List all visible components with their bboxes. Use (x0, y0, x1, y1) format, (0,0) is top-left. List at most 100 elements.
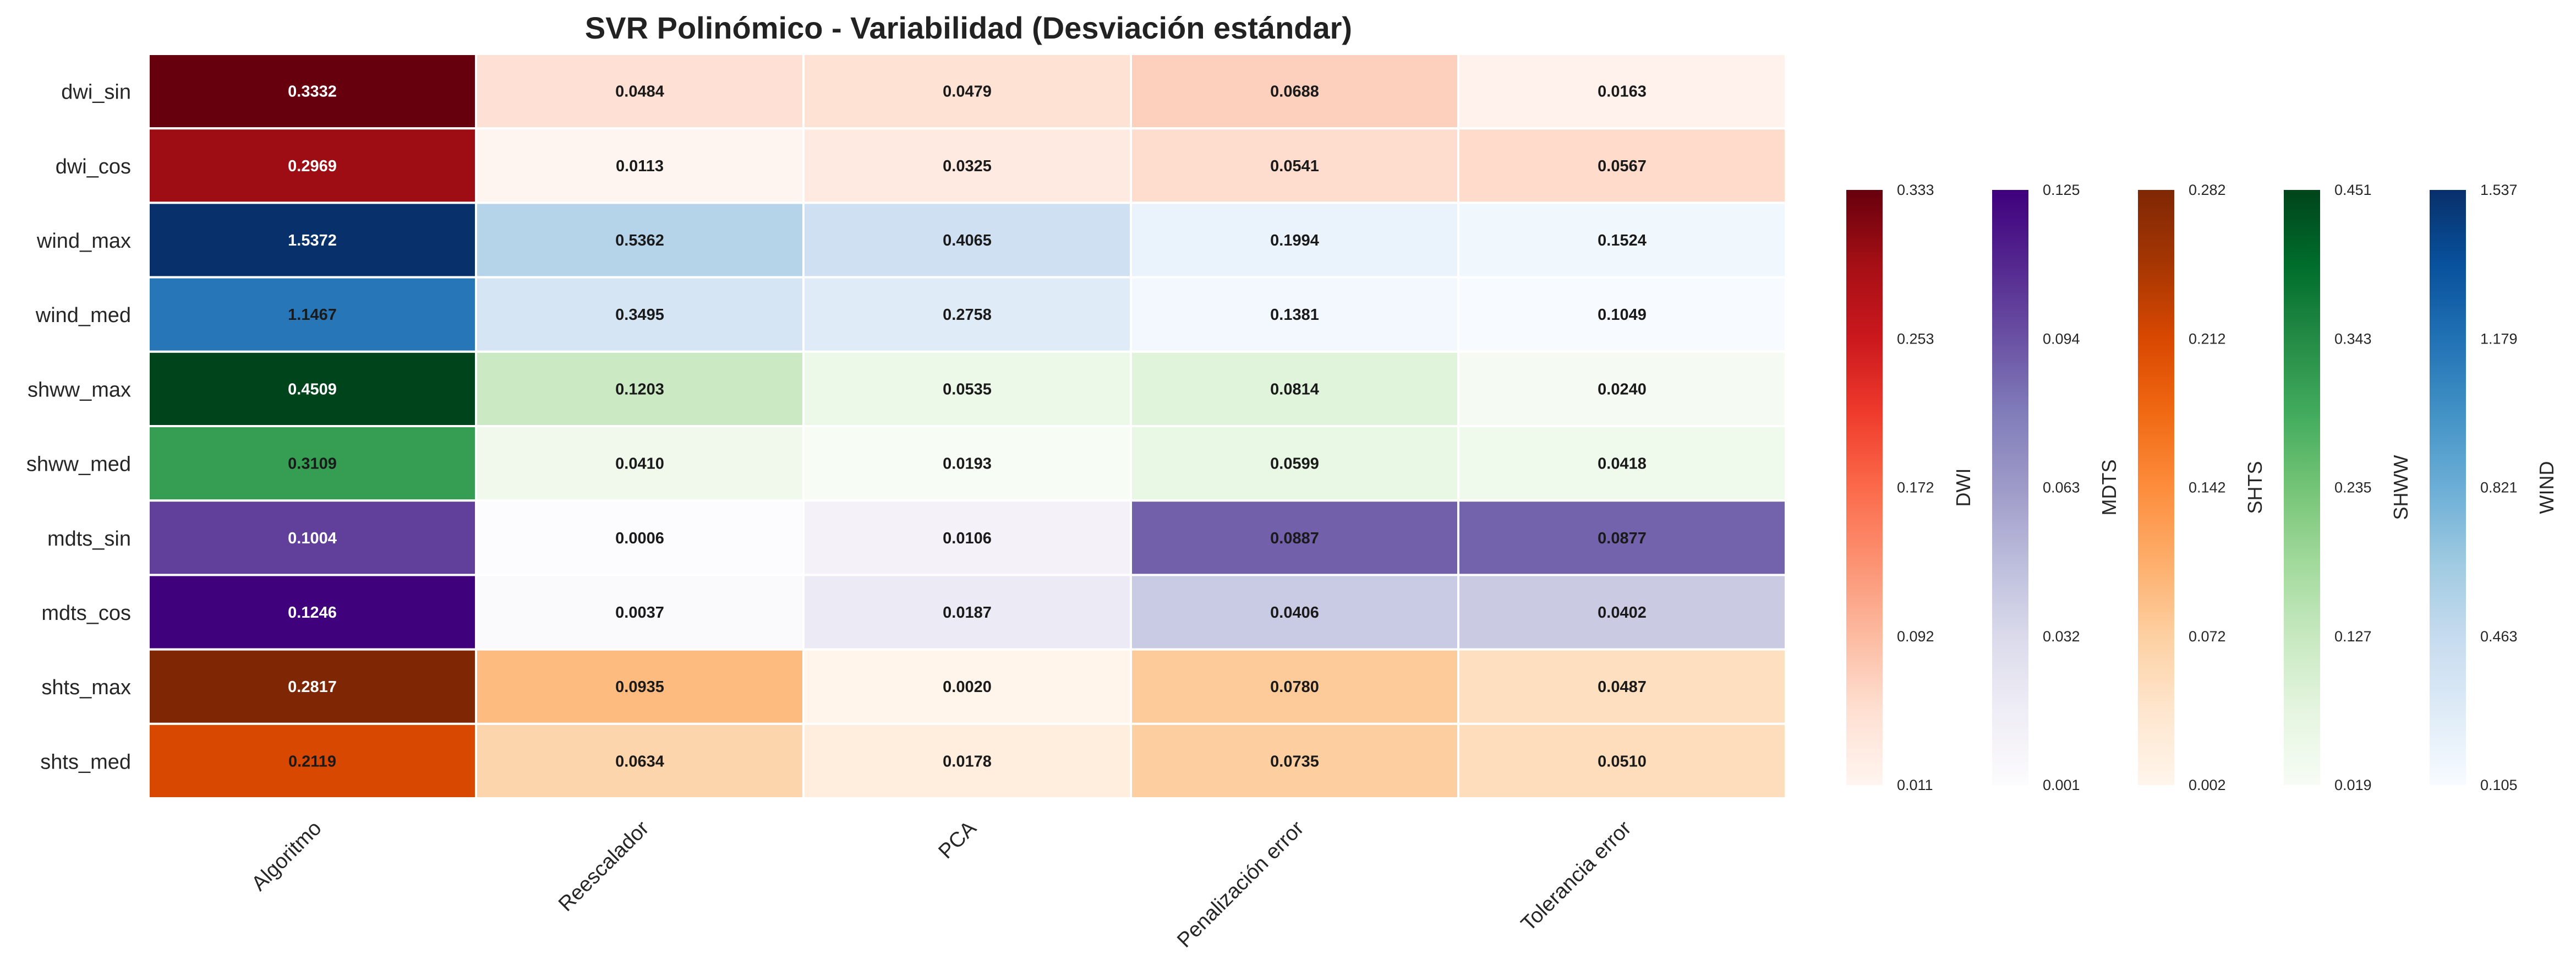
heatmap-cell (1130, 276, 1459, 353)
row-labels: dwi_sin dwi_cos wind_max wind_med shww_maxsh… (26, 81, 131, 774)
cell-value-label: 0.5362 (615, 232, 664, 249)
cell-value-label: 0.2119 (288, 753, 336, 770)
colorbar-tick-label: 0.212 (2189, 330, 2226, 347)
colorbar-shww (2284, 190, 2320, 785)
column-label: Penalización error (1173, 816, 1309, 952)
cell-value-label: 0.1994 (1270, 232, 1319, 249)
colorbar-tick-label: 0.094 (2043, 330, 2080, 347)
cell-value-label: 0.0780 (1270, 678, 1319, 696)
heatmap-cell (1457, 276, 1787, 353)
cell-value-label: 0.0106 (943, 530, 992, 547)
cell-value-label: 0.0567 (1598, 157, 1647, 175)
column-label: PCA (934, 816, 981, 863)
heatmap-cell (475, 201, 805, 279)
cell-value-label: 0.0006 (615, 530, 664, 547)
heatmap-cell (802, 722, 1132, 800)
colorbar-label: MDTS (2098, 460, 2120, 516)
colorbar-dwi (1846, 190, 1883, 785)
colorbar-tick-label: 0.125 (2043, 182, 2080, 198)
heatmap-cell (475, 425, 805, 502)
heatmap-cells: 0.3332 0.0484 0.0479 0.0688 0.0163 0.2969 0.01… (147, 53, 1787, 800)
cell-value-label: 0.2969 (288, 157, 337, 175)
cell-value-label: 0.0325 (943, 157, 992, 175)
heatmap-cell (147, 127, 477, 204)
colorbar-tick-label: 0.343 (2334, 330, 2372, 347)
colorbar-tick-label: 0.463 (2480, 628, 2518, 645)
chart-title: SVR Polinómico - Variabilidad (Desviació… (585, 10, 1352, 45)
colorbar-tick-label: 0.282 (2189, 182, 2226, 198)
heatmap-cell (802, 648, 1132, 725)
cell-value-label: 0.0402 (1598, 604, 1647, 622)
cell-value-label: 0.0418 (1598, 455, 1647, 473)
colorbar-tick-label: 0.333 (1897, 182, 1934, 198)
cell-value-label: 0.1049 (1598, 306, 1647, 324)
cell-value-label: 0.4509 (288, 380, 337, 398)
cell-value-label: 0.4065 (943, 232, 992, 249)
heatmap-cell (475, 350, 805, 427)
cell-value-label: 0.0178 (943, 753, 992, 770)
colorbar-tick-label: 0.172 (1897, 480, 1934, 496)
row-label: shts_med (40, 750, 131, 774)
cell-value-label: 0.0887 (1270, 530, 1319, 547)
colorbar-wind (2430, 190, 2466, 785)
column-labels: Algoritmo Reescalador PCA Penalización erro… (247, 816, 1636, 952)
heatmap-cell (147, 722, 477, 800)
colorbar-tick-label: 0.063 (2043, 480, 2080, 496)
colorbar-tick-label: 1.537 (2480, 182, 2518, 198)
heatmap-cell (1130, 574, 1459, 651)
row-label: shww_max (28, 378, 131, 401)
row-label: shts_max (41, 676, 131, 699)
cell-value-label: 0.0113 (616, 157, 664, 175)
cell-value-label: 0.0187 (943, 604, 992, 622)
cell-value-label: 0.0163 (1598, 83, 1647, 101)
colorbar-tick-label: 0.235 (2334, 480, 2372, 496)
cell-value-label: 0.0634 (615, 753, 664, 770)
cell-value-label: 0.0484 (615, 83, 664, 101)
cell-value-label: 0.1246 (288, 604, 337, 622)
cell-value-label: 0.0479 (943, 83, 992, 101)
cell-value-label: 0.0240 (1598, 380, 1647, 398)
colorbar-tick-label: 0.019 (2334, 777, 2372, 793)
colorbar-tick-label: 0.451 (2334, 182, 2372, 198)
heatmap-cell (802, 350, 1132, 427)
colorbar-tick-label: 0.002 (2189, 777, 2226, 793)
heatmap-cell (147, 350, 477, 427)
cell-value-label: 0.0193 (943, 455, 992, 473)
cell-value-label: 0.0814 (1270, 380, 1319, 398)
heatmap-cell (1457, 722, 1787, 800)
heatmap-cell (802, 425, 1132, 502)
cell-value-label: 0.1381 (1270, 306, 1319, 324)
cell-value-label: 0.0510 (1598, 753, 1647, 770)
row-label: wind_max (36, 230, 131, 253)
cell-value-label: 0.0735 (1270, 753, 1319, 770)
heatmap-cell (147, 276, 477, 353)
heatmap-cell (802, 53, 1132, 130)
cell-value-label: 0.3109 (288, 455, 337, 473)
cell-value-label: 0.0541 (1270, 157, 1319, 175)
colorbar-tick-label: 0.032 (2043, 628, 2080, 645)
heatmap-cell (1457, 127, 1787, 204)
cell-value-label: 0.1004 (288, 530, 337, 547)
cell-value-label: 0.0037 (615, 604, 664, 622)
colorbar-tick-label: 0.142 (2189, 480, 2226, 496)
heatmap-cell (475, 53, 805, 130)
cell-value-label: 0.0935 (615, 678, 664, 696)
colorbar-shts (2138, 190, 2174, 785)
colorbars: 0.011 0.092 0.172 0.253 0.333 DWI 0.001 0.032 0.… (1846, 182, 2558, 793)
column-label: Reescalador (554, 816, 654, 916)
colorbar-tick-label: 0.011 (1897, 777, 1933, 793)
colorbar-tick-label: 0.253 (1897, 330, 1934, 347)
cell-value-label: 0.3495 (615, 306, 664, 324)
cell-value-label: 0.0487 (1598, 678, 1647, 696)
cell-value-label: 0.2758 (943, 306, 992, 324)
cell-value-label: 0.0688 (1270, 83, 1319, 101)
row-label: dwi_cos (56, 155, 131, 178)
colorbar-tick-label: 0.127 (2334, 628, 2372, 645)
cell-value-label: 0.1203 (615, 380, 664, 398)
colorbar-label: SHTS (2244, 461, 2266, 514)
heatmap-cell (147, 53, 477, 130)
row-label: mdts_cos (41, 602, 131, 625)
colorbar-tick-label: 0.105 (2480, 777, 2518, 793)
heatmap-cell (802, 127, 1132, 204)
row-label: wind_med (35, 304, 131, 327)
